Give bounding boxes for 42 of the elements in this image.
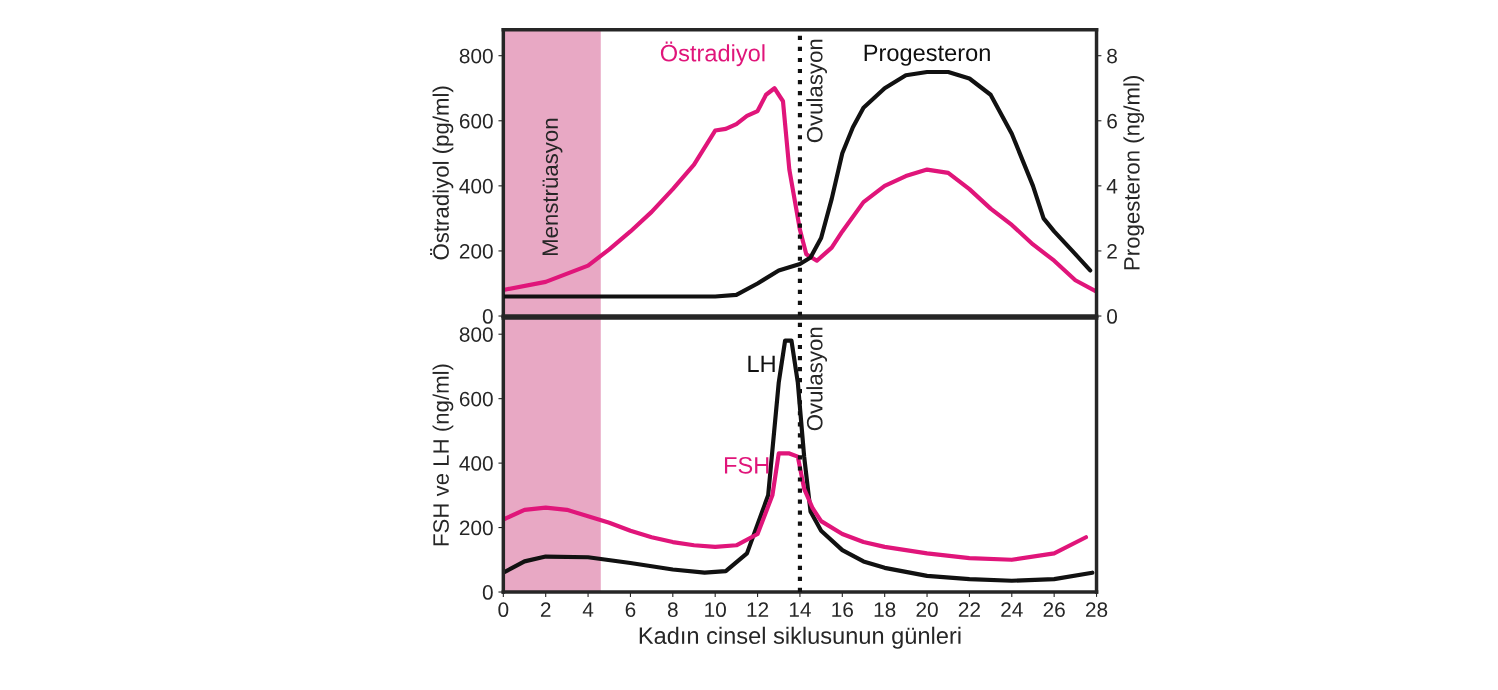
y-tick-label: 600 [459,113,493,129]
y-tick-label: 600 [459,391,493,407]
x-tick-label: 18 [874,602,896,618]
y2-tick-label: 8 [1107,48,1117,64]
y2-tick-label: 4 [1106,179,1118,194]
y-axis-title: FSH ve LH (ng/ml) [432,364,454,546]
y-tick-label: 800 [459,327,493,342]
series-label: FSH [724,456,769,474]
x-tick-label: 16 [832,602,853,618]
x-tick-label: 14 [789,602,811,617]
x-tick-label: 4 [582,602,594,617]
x-tick-label: 6 [625,602,636,618]
y-tick-label: 200 [459,243,493,259]
x-tick-label: 0 [498,602,509,618]
series-label: Östradiyol [660,41,765,67]
y2-tick-label: 6 [1107,113,1117,129]
y-tick-label: 0 [482,585,493,600]
y2-tick-label: 2 [1107,243,1117,259]
x-tick-label: 28 [1086,602,1108,618]
y-tick-label: 400 [459,456,493,471]
ref-line-label: Ovulasyon [806,39,827,143]
band-label: Menstrüasyon [542,118,563,256]
y2-tick-label: 0 [1107,309,1118,324]
x-tick-label: 10 [705,602,726,618]
series-label: Progesteron [864,44,990,66]
x-axis-title: Kadın cinsel siklusunun günleri [639,626,961,649]
y2-axis-title: Progesteron (ng/ml) [1123,76,1145,270]
y-axis-title: Östradiyol (pg/ml) [430,86,454,260]
x-tick-label: 12 [747,602,769,617]
line-series [503,451,1089,562]
y-tick-label: 0 [482,309,493,324]
y-tick-label: 200 [459,520,493,536]
x-tick-label: 22 [958,602,980,617]
x-tick-label: 2 [540,602,551,617]
x-tick-label: 24 [1001,602,1023,617]
y-tick-label: 800 [459,48,493,64]
x-tick-label: 8 [667,602,678,618]
x-tick-label: 20 [916,602,938,618]
ref-line-label: Ovulasyon [806,327,827,431]
series-label: LH [748,355,775,372]
x-tick-label: 26 [1043,602,1065,618]
y-tick-label: 400 [459,178,493,194]
